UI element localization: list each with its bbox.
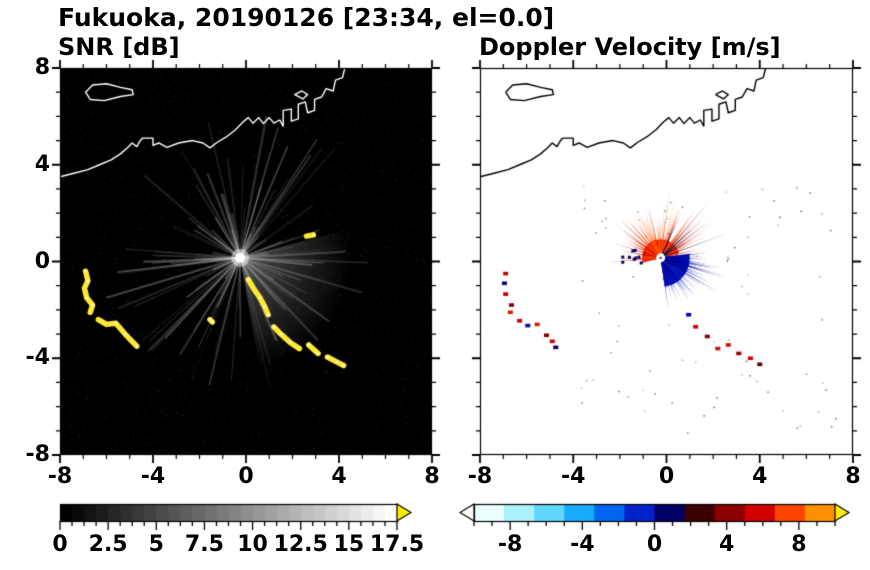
- figure-title: Fukuoka, 20190126 [23:34, el=0.0]: [58, 3, 555, 32]
- tick-label: -8: [47, 464, 73, 489]
- tick-label: 4: [752, 464, 768, 489]
- tick-label: 8: [845, 464, 861, 489]
- tick-label: 8: [34, 55, 50, 80]
- tick-label: -4: [25, 345, 50, 371]
- tick-label: 5: [148, 532, 164, 557]
- tick-label: 4: [34, 151, 50, 177]
- tick-label: 8: [424, 464, 440, 489]
- tick-label: 17.5: [369, 532, 425, 557]
- tick-label: 7.5: [184, 532, 224, 557]
- tick-label: -8: [467, 464, 493, 489]
- tick-label: 4: [331, 464, 347, 489]
- snr-colorbar: [50, 498, 430, 538]
- tick-label: 4: [719, 532, 735, 557]
- tick-label: 2.5: [88, 532, 128, 557]
- tick-label: 0: [52, 532, 68, 557]
- tick-label: 0: [238, 464, 254, 489]
- tick-label: 0: [646, 532, 663, 557]
- tick-label: -8: [25, 442, 50, 467]
- tick-label: 10: [237, 532, 268, 557]
- tick-label: 8: [791, 532, 807, 557]
- tick-label: -4: [140, 464, 166, 489]
- tick-label: 15: [333, 532, 365, 557]
- tick-label: 0: [658, 464, 675, 489]
- doppler-colorbar: [455, 498, 855, 538]
- tick-label: 0: [34, 248, 50, 274]
- tick-label: 12.5: [273, 532, 328, 557]
- doppler-ppi-canvas: [466, 54, 867, 469]
- snr-ppi-canvas: [46, 54, 446, 469]
- tick-label: -4: [561, 464, 586, 489]
- tick-label: -8: [497, 532, 523, 557]
- tick-label: -4: [570, 532, 595, 557]
